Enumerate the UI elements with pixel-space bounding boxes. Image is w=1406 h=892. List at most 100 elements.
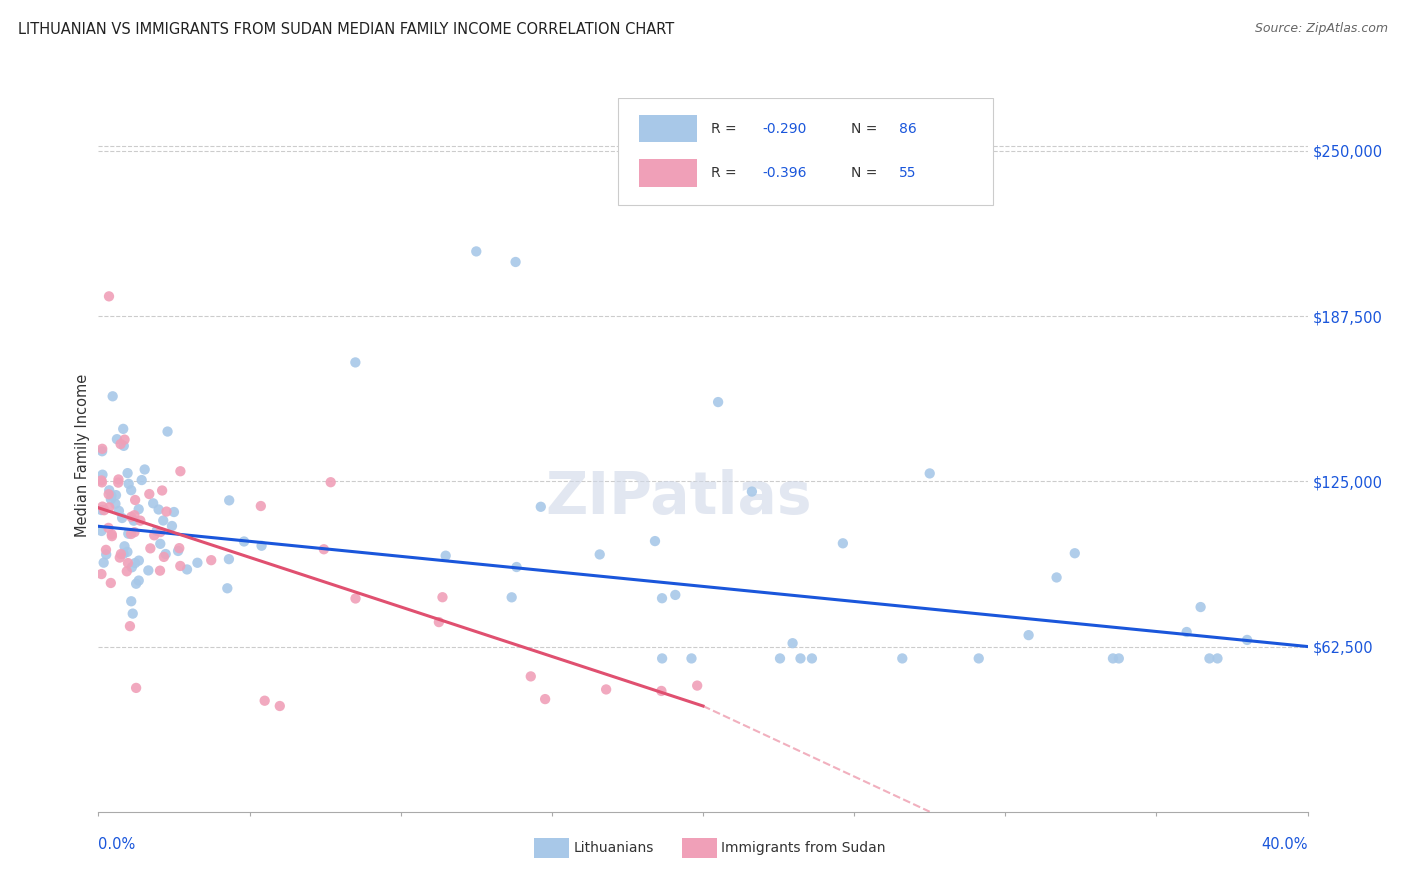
Text: ZIPatlas: ZIPatlas [546,469,813,526]
Point [110,437,132,451]
Text: R =: R = [711,122,741,136]
Point [148,502,170,516]
Point [217,582,239,596]
Point [186,556,208,570]
Point [114,539,136,553]
Point [269,698,291,713]
Point [176,562,198,576]
Text: LITHUANIAN VS IMMIGRANTS FROM SUDAN MEDIAN FAMILY INCOME CORRELATION CHART: LITHUANIAN VS IMMIGRANTS FROM SUDAN MEDI… [18,22,675,37]
Point [651,651,673,665]
Point [520,669,543,683]
Point [153,549,176,564]
Point [200,553,222,567]
Point [138,487,160,501]
Point [169,541,191,556]
Text: 40.0%: 40.0% [1261,837,1308,852]
Point [124,493,146,508]
Point [160,519,183,533]
Point [644,534,666,549]
Point [108,550,131,565]
Point [105,488,128,502]
Point [800,651,823,665]
Point [686,679,709,693]
Point [107,472,129,486]
Point [121,560,143,574]
Point [90,503,112,517]
Point [128,553,150,567]
Point [967,651,990,665]
Point [114,433,136,447]
Text: -0.290: -0.290 [762,122,807,136]
Point [505,255,527,269]
Point [90,475,112,490]
Point [769,651,792,665]
Point [782,636,804,650]
Point [118,619,141,633]
Point [1045,570,1067,584]
Text: Lithuanians: Lithuanians [574,841,654,855]
Point [253,694,276,708]
Point [163,505,186,519]
Point [91,442,114,456]
Point [98,289,121,303]
Point [664,588,686,602]
Point [101,529,124,543]
Point [107,475,129,490]
Point [105,432,128,446]
Point [117,526,139,541]
Point [707,395,730,409]
Point [118,476,141,491]
Point [312,542,335,557]
Point [90,567,112,582]
Y-axis label: Median Family Income: Median Family Income [75,373,90,537]
Point [143,528,166,542]
Point [100,576,122,591]
Text: -0.396: -0.396 [762,166,807,180]
Point [91,444,114,458]
Point [891,651,914,665]
Point [112,547,135,561]
Point [1102,651,1125,665]
Point [117,466,139,480]
Point [650,684,672,698]
Point [149,537,172,551]
Point [1198,651,1220,665]
Point [101,389,124,403]
Point [97,487,120,501]
Point [139,541,162,556]
Point [142,496,165,510]
Text: 86: 86 [898,122,917,136]
Point [149,564,172,578]
Point [167,544,190,558]
Point [120,594,142,608]
Point [1018,628,1040,642]
Point [150,483,173,498]
Point [218,493,240,508]
Text: Immigrants from Sudan: Immigrants from Sudan [721,841,886,855]
Bar [638,160,697,186]
Point [131,473,153,487]
Point [120,509,142,524]
Text: 0.0%: 0.0% [98,837,135,852]
Point [112,422,135,436]
Point [125,681,148,695]
Point [218,552,240,566]
Text: Source: ZipAtlas.com: Source: ZipAtlas.com [1254,22,1388,36]
Point [121,607,143,621]
Point [115,564,138,578]
Point [1108,651,1130,665]
Point [112,439,135,453]
Point [93,556,115,570]
Point [124,508,146,523]
Point [505,560,527,574]
Point [427,615,450,629]
Point [124,556,146,570]
Point [124,525,146,540]
Point [94,542,117,557]
Point [681,651,703,665]
Point [100,492,122,507]
Point [1189,600,1212,615]
Point [100,489,122,503]
Point [145,524,167,538]
Text: R =: R = [711,166,741,180]
